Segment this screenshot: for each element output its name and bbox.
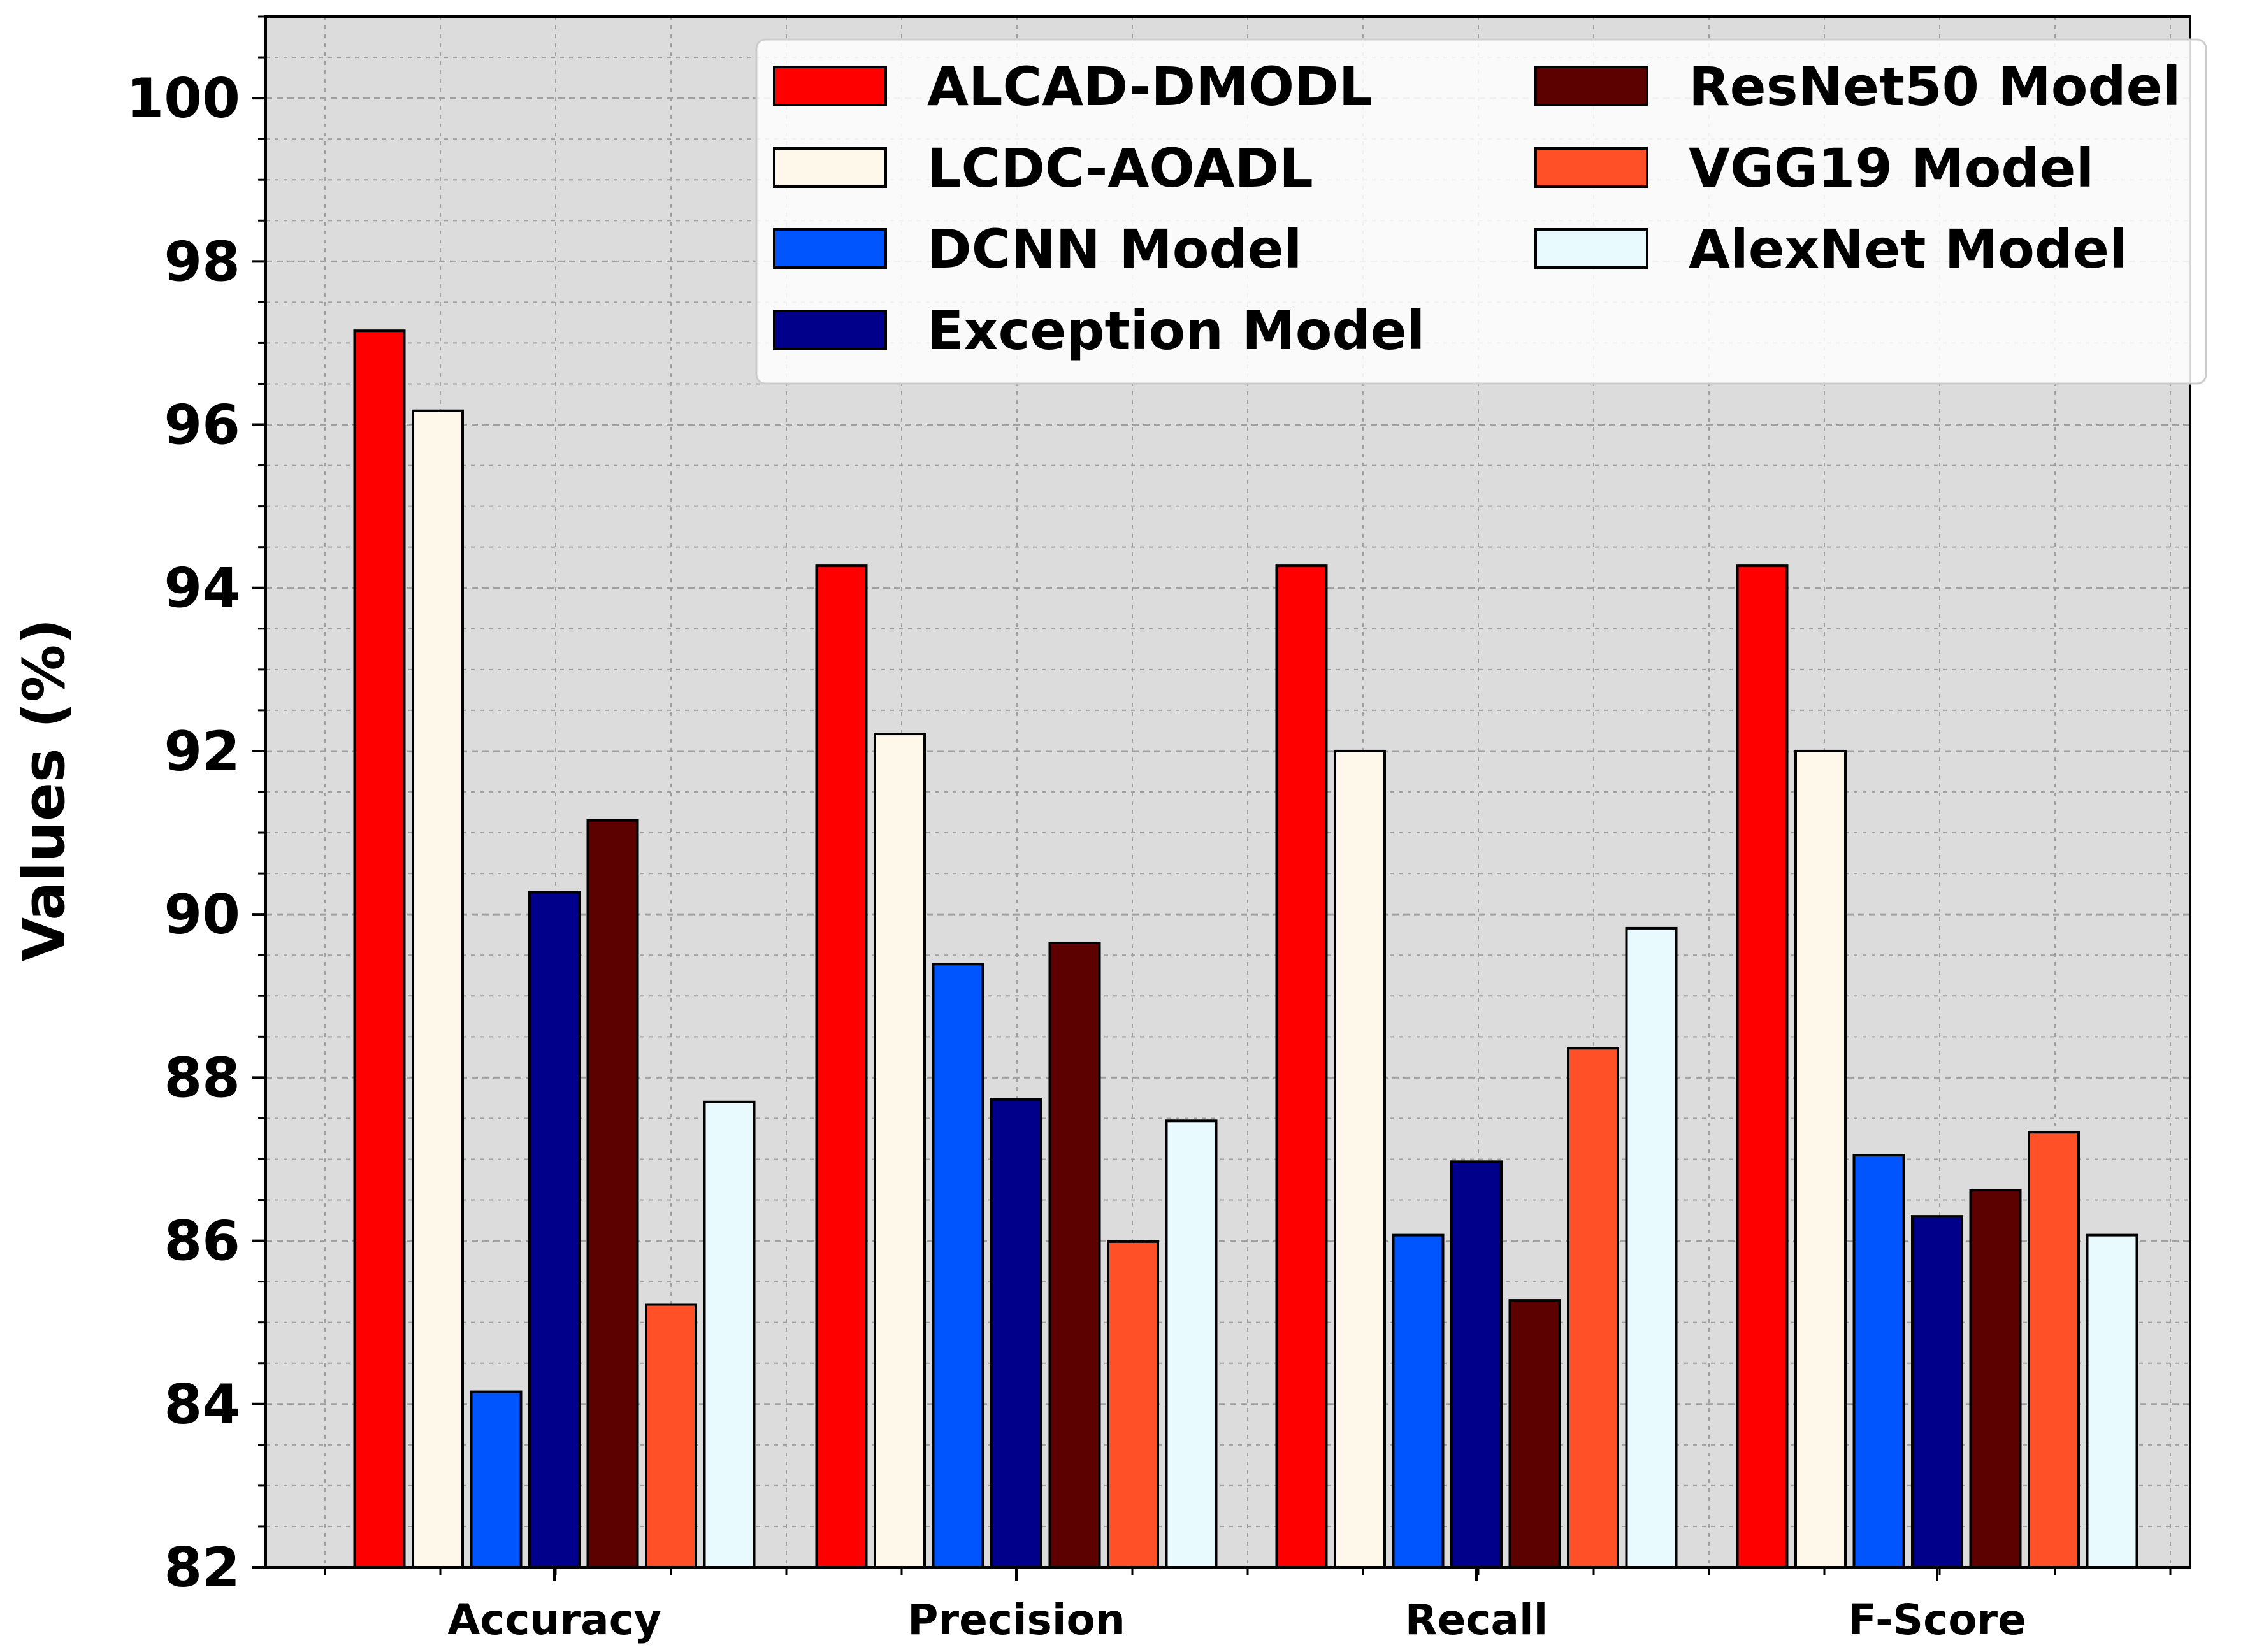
- bar-dcnn-model-precision: [932, 963, 984, 1569]
- bar-alexnet-model-f-score: [2086, 1233, 2138, 1569]
- legend-label: DCNN Model: [927, 218, 1302, 280]
- bar-alexnet-model-accuracy: [703, 1100, 756, 1569]
- bar-resnet50-model-precision: [1048, 941, 1101, 1569]
- legend: ALCAD-DMODL LCDC-AOADL DCNN Model Exception…: [755, 38, 2207, 385]
- y-tick-label: 94: [164, 557, 240, 621]
- axis-ticks: [252, 15, 2172, 1581]
- y-tick-label: 84: [164, 1373, 240, 1437]
- legend-label: Exception Model: [927, 299, 1425, 362]
- y-tick-label: 90: [164, 883, 240, 947]
- bar-exception-model-accuracy: [528, 891, 581, 1569]
- x-tick-label: Accuracy: [447, 1595, 661, 1644]
- legend-swatch: [773, 310, 887, 350]
- bar-lcdc-aoadl-recall: [1334, 749, 1386, 1569]
- bar-vgg19-model-accuracy: [645, 1303, 697, 1569]
- bar-lcdc-aoadl-accuracy: [412, 409, 464, 1569]
- legend-label: VGG19 Model: [1689, 137, 2094, 199]
- bar-alcad-dmodl-recall: [1275, 564, 1328, 1569]
- x-tick-label: Recall: [1405, 1595, 1548, 1644]
- legend-label: LCDC-AOADL: [927, 137, 1313, 199]
- legend-swatch: [773, 228, 887, 269]
- bar-exception-model-recall: [1450, 1160, 1503, 1569]
- y-tick-label: 86: [164, 1210, 240, 1274]
- bar-vgg19-model-precision: [1107, 1240, 1159, 1569]
- bars: [353, 329, 2138, 1569]
- x-tick-label: F-Score: [1848, 1595, 2026, 1644]
- y-tick-label: 82: [164, 1536, 240, 1600]
- y-tick-label: 98: [164, 230, 240, 294]
- bar-dcnn-model-recall: [1392, 1233, 1445, 1569]
- bar-exception-model-precision: [990, 1098, 1042, 1569]
- bar-vgg19-model-recall: [1567, 1047, 1619, 1569]
- legend-swatch: [1534, 228, 1648, 269]
- y-tick-label: 100: [126, 67, 240, 131]
- legend-swatch: [1534, 66, 1648, 106]
- legend-label: AlexNet Model: [1689, 218, 2128, 280]
- bar-resnet50-model-accuracy: [586, 819, 639, 1569]
- legend-swatch: [773, 66, 887, 106]
- x-tick-label: Precision: [907, 1595, 1125, 1644]
- x-tick-labels: Accuracy Precision Recall F-Score: [447, 1595, 2026, 1644]
- y-tick-label: 96: [164, 394, 240, 457]
- legend-box: [755, 38, 2207, 385]
- y-tick-label: 88: [164, 1046, 240, 1110]
- legend-swatch: [1534, 147, 1648, 188]
- bar-alexnet-model-precision: [1165, 1119, 1218, 1569]
- bar-dcnn-model-accuracy: [470, 1390, 523, 1569]
- y-axis-label: Values (%): [11, 619, 78, 962]
- bar-lcdc-aoadl-f-score: [1794, 749, 1847, 1569]
- bar-alcad-dmodl-accuracy: [353, 329, 406, 1569]
- bar-dcnn-model-f-score: [1852, 1154, 1905, 1569]
- bar-lcdc-aoadl-precision: [874, 733, 926, 1569]
- bar-alcad-dmodl-precision: [815, 564, 868, 1569]
- bar-resnet50-model-recall: [1508, 1299, 1561, 1569]
- bar-alcad-dmodl-f-score: [1736, 564, 1789, 1569]
- bar-resnet50-model-f-score: [1969, 1189, 2022, 1569]
- bar-alexnet-model-recall: [1625, 926, 1678, 1569]
- legend-swatch: [773, 147, 887, 188]
- legend-label: ALCAD-DMODL: [927, 55, 1373, 118]
- bar-vgg19-model-f-score: [2028, 1131, 2080, 1569]
- y-tick-label: 92: [164, 720, 240, 784]
- legend-label: ResNet50 Model: [1689, 55, 2181, 118]
- bar-exception-model-f-score: [1911, 1215, 1963, 1569]
- y-tick-labels: 82 84 86 88 90 92 94 96 98 100: [126, 67, 240, 1600]
